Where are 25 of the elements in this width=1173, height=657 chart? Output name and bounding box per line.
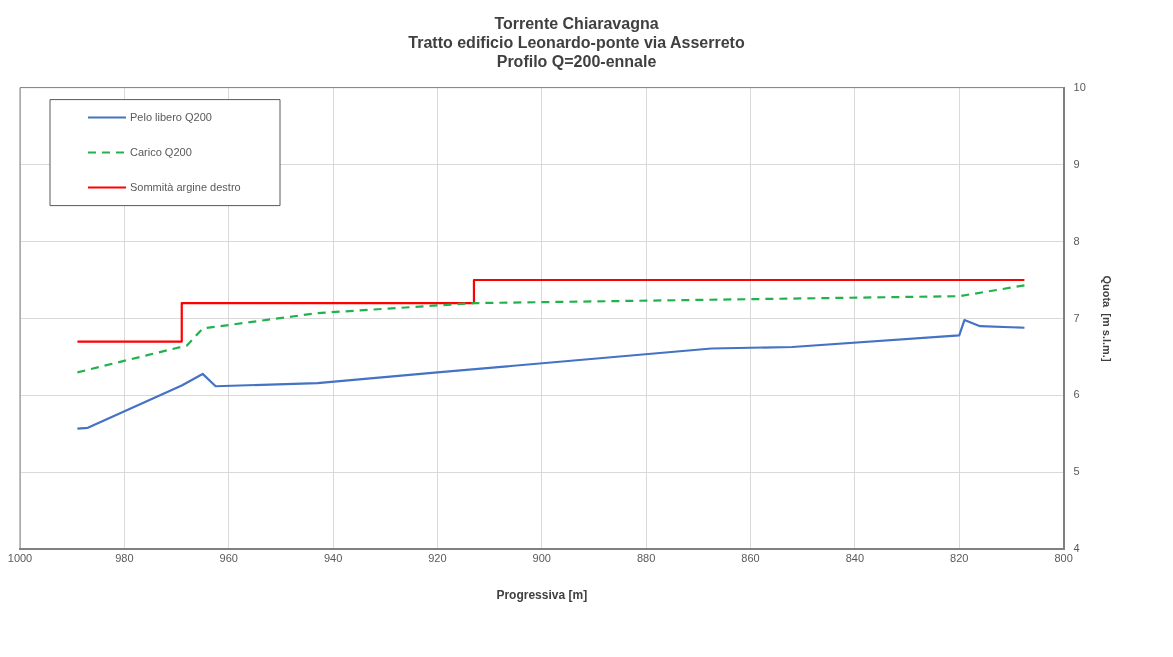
x-tick-label: 980 <box>115 552 134 565</box>
y-tick-label: 5 <box>1073 465 1080 478</box>
x-tick-label: 800 <box>1054 552 1073 565</box>
line-series <box>76 284 1026 374</box>
x-tick-label: 860 <box>741 552 760 565</box>
y-axis-title: Quota [m s.l.m.] <box>1101 275 1114 362</box>
y-tick-label: 9 <box>1073 157 1080 170</box>
y-tick-label: 7 <box>1073 311 1080 324</box>
legend-label: Sommità argine destro <box>130 180 241 193</box>
x-tick-label: 880 <box>636 552 656 565</box>
chart-title: Torrente Chiaravagna Tratto edificio Leonardo-ponte via Asserreto Profilo Q=200-ennale <box>408 15 745 71</box>
x-tick-label: 840 <box>845 552 865 565</box>
x-tick-label: 900 <box>532 552 551 565</box>
x-tick-label: 920 <box>428 552 447 565</box>
x-tick-label: 960 <box>219 552 238 565</box>
legend-label: Pelo libero Q200 <box>130 110 212 123</box>
x-axis-title: Progressiva [m] <box>496 588 588 603</box>
x-tick-label: 940 <box>323 552 343 565</box>
legend-label: Carico Q200 <box>130 145 192 158</box>
y-tick-label: 10 <box>1073 80 1086 93</box>
y-tick-label: 4 <box>1073 542 1080 555</box>
y-tick-label: 6 <box>1073 388 1080 401</box>
x-tick-label: 1000 <box>7 552 33 565</box>
x-tick-label: 820 <box>950 552 969 565</box>
y-tick-label: 8 <box>1073 234 1080 247</box>
